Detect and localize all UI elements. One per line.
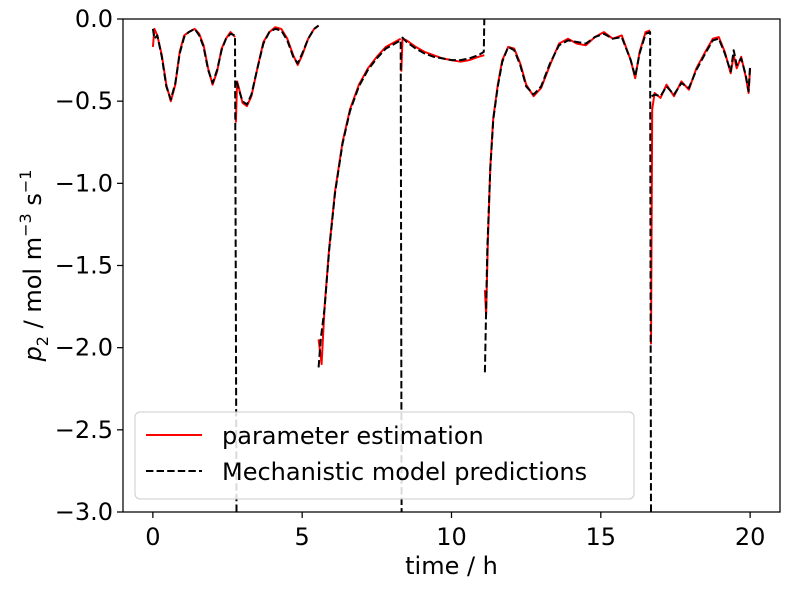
y-axis-label: p2 / mol m−3 s−1 (16, 170, 52, 363)
x-tick-label: 10 (436, 523, 467, 551)
series-1-segment-2 (317, 39, 403, 513)
series-1-segment-3 (401, 18, 486, 62)
x-axis: 0 5 10 15 20 (145, 512, 765, 551)
y-label-exponent-2: −1 (16, 170, 35, 194)
series-1-segment-1 (235, 24, 320, 106)
y-label-symbol: p (19, 346, 47, 362)
y-axis: 0.0 −0.5 −1.0 −1.5 −2.0 −2.5 −3.0 (55, 5, 123, 526)
series-1-segment-5 (651, 37, 752, 98)
series-1-segment-4 (483, 31, 652, 513)
y-tick-label: −1.5 (55, 252, 113, 280)
y-tick-label: −0.5 (55, 87, 113, 115)
legend: parameter estimation Mechanistic model p… (134, 411, 635, 500)
y-label-unit-mid: s (19, 193, 47, 213)
series-1-segment-0 (151, 27, 238, 513)
x-tick-label: 20 (735, 523, 766, 551)
x-tick-label: 0 (145, 523, 160, 551)
legend-label-mechanistic-model: Mechanistic model predictions (222, 458, 587, 486)
y-label-subscript: 2 (33, 336, 52, 346)
y-tick-label: −1.0 (55, 169, 113, 197)
x-tick-label: 15 (586, 523, 617, 551)
plot-lines (151, 18, 752, 513)
x-axis-label: time / h (405, 552, 498, 580)
legend-box (134, 411, 635, 500)
y-tick-label: −2.0 (55, 334, 113, 362)
y-label-unit-prefix: / mol m (19, 237, 47, 336)
y-label-exponent-1: −3 (16, 213, 35, 237)
y-tick-label: 0.0 (75, 5, 113, 33)
y-tick-label: −2.5 (55, 416, 113, 444)
y-tick-label: −3.0 (55, 498, 113, 526)
x-tick-label: 5 (295, 523, 310, 551)
legend-label-parameter-estimation: parameter estimation (222, 422, 484, 450)
